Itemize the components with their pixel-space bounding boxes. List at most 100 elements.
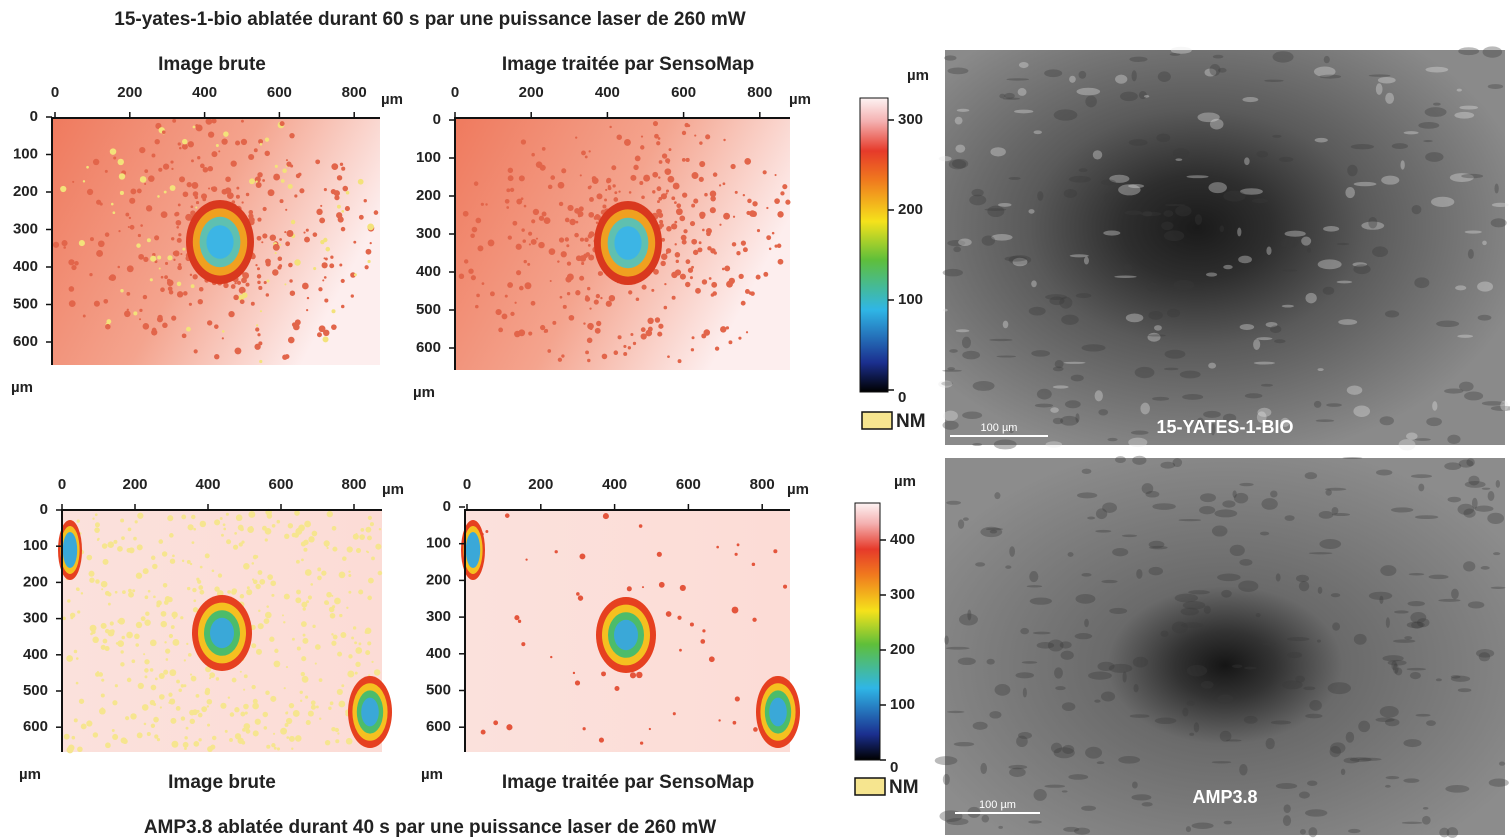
sem-texture xyxy=(1021,661,1038,664)
sem-texture xyxy=(1178,518,1202,522)
map-speckle xyxy=(182,191,189,198)
map-speckle xyxy=(348,590,352,594)
crater xyxy=(361,697,379,727)
map-speckle xyxy=(745,331,749,334)
map-speckle xyxy=(674,252,681,258)
map-speckle xyxy=(583,322,586,325)
map-speckle xyxy=(367,577,374,584)
sem-texture xyxy=(1391,660,1398,671)
sem-texture xyxy=(1306,247,1311,253)
map-speckle xyxy=(263,618,270,625)
map-speckle xyxy=(675,259,679,264)
sem-texture xyxy=(1481,487,1491,490)
map-speckle xyxy=(532,208,540,216)
colorbar-unit: µm xyxy=(894,473,916,490)
map-speckle xyxy=(475,304,479,309)
map-speckle xyxy=(690,348,695,352)
map-speckle xyxy=(522,239,526,243)
map-speckle xyxy=(518,175,525,182)
sem-texture xyxy=(1487,491,1495,501)
map-speckle xyxy=(710,293,715,297)
sem-texture xyxy=(946,500,962,505)
map-speckle xyxy=(195,206,198,209)
map-speckle xyxy=(750,291,755,296)
colorbar-tick-label: 300 xyxy=(898,111,923,128)
map-speckle xyxy=(206,320,213,326)
sem-texture xyxy=(1342,457,1363,460)
sem-texture xyxy=(1403,131,1419,135)
map-speckle xyxy=(147,589,151,593)
map-speckle xyxy=(633,164,639,171)
map-speckle xyxy=(224,729,228,733)
y-tick-label: 200 xyxy=(416,187,441,204)
sem-texture xyxy=(1319,74,1342,79)
map-speckle xyxy=(331,726,336,732)
map-speckle xyxy=(100,644,106,650)
sem-texture xyxy=(1238,255,1252,264)
crater xyxy=(62,532,78,568)
map-speckle xyxy=(125,716,130,721)
sem-texture xyxy=(955,144,966,153)
sem-texture xyxy=(1037,191,1044,201)
map-speckle xyxy=(506,724,513,731)
map-speckle xyxy=(102,638,108,644)
sem-texture xyxy=(1081,468,1092,474)
map-speckle xyxy=(704,192,708,197)
map-speckle xyxy=(576,256,581,261)
sem-texture xyxy=(1203,410,1221,418)
y-tick-label: 600 xyxy=(13,333,38,350)
sem-texture xyxy=(1081,572,1092,577)
map-speckle xyxy=(256,267,260,271)
sem-texture xyxy=(1490,586,1506,589)
sem-texture xyxy=(1340,768,1346,776)
map-speckle xyxy=(348,654,353,659)
map-speckle xyxy=(371,660,374,663)
sem-texture xyxy=(1219,730,1232,742)
map-speckle xyxy=(92,732,99,738)
sem-texture xyxy=(1270,720,1292,725)
sem-texture xyxy=(1327,682,1351,695)
map-speckle xyxy=(286,230,294,237)
map-speckle xyxy=(158,694,165,700)
map-speckle xyxy=(636,671,643,679)
map-speckle xyxy=(124,310,131,318)
map-speckle xyxy=(264,538,268,542)
map-speckle xyxy=(170,717,177,724)
sem-texture xyxy=(1317,259,1342,270)
map-speckle xyxy=(265,258,271,265)
sem-texture xyxy=(1394,610,1409,614)
map-speckle xyxy=(110,202,114,206)
map-speckle xyxy=(530,238,537,245)
sem-texture xyxy=(1353,405,1371,417)
map-speckle xyxy=(663,305,668,310)
map-speckle xyxy=(369,522,374,527)
map-speckle xyxy=(702,629,706,633)
sem-texture xyxy=(1096,761,1105,765)
sem-texture xyxy=(1457,503,1475,515)
sem-texture xyxy=(1330,742,1346,754)
x-tick-label: 400 xyxy=(595,84,620,101)
map-speckle xyxy=(251,562,255,565)
sem-texture xyxy=(1319,539,1342,549)
map-speckle xyxy=(773,549,778,554)
sem-texture xyxy=(1493,552,1501,556)
map-speckle xyxy=(243,563,250,570)
map-speckle xyxy=(493,720,499,726)
map-speckle xyxy=(543,166,546,169)
map-speckle xyxy=(94,527,100,533)
sem-texture xyxy=(1074,827,1091,835)
map-speckle xyxy=(364,265,369,270)
sem-texture xyxy=(1143,94,1150,98)
sem-texture xyxy=(1280,237,1299,249)
sem-texture xyxy=(962,350,981,360)
map-speckle xyxy=(581,261,585,266)
map-speckle xyxy=(236,280,242,285)
sem-texture xyxy=(1208,362,1217,369)
map-speckle xyxy=(192,125,196,129)
map-speckle xyxy=(305,720,311,726)
sem-texture xyxy=(1325,489,1332,496)
map-speckle xyxy=(144,659,150,665)
map-speckle xyxy=(514,615,520,621)
map-speckle xyxy=(721,267,725,271)
sem-texture xyxy=(1128,183,1145,189)
